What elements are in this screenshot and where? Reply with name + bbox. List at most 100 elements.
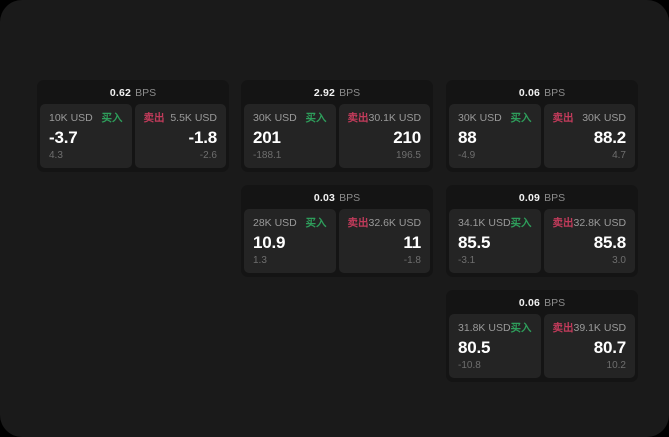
bps-unit-label: BPS [544,192,566,204]
buy-quantity: 10K USD [49,111,93,124]
quote-card[interactable]: 0.06 BPS 30K USD 买入 88 -4.9 卖出 [446,80,638,172]
bps-unit-label: BPS [135,87,157,99]
quote-card[interactable]: 0.06 BPS 31.8K USD 买入 80.5 -10.8 卖 [446,290,638,382]
buy-action-label: 买入 [305,217,327,229]
bps-value: 0.06 [518,87,541,99]
buy-action-label: 买入 [510,322,532,334]
sell-delta: 10.2 [606,360,626,371]
buy-side[interactable]: 28K USD 买入 10.9 1.3 [244,209,336,273]
card-header: 0.62 BPS [37,80,229,104]
card-body: 30K USD 买入 88 -4.9 卖出 30K USD 88.2 4.7 [446,104,638,171]
sell-price: 80.7 [593,337,626,357]
buy-delta: 4.3 [49,150,63,161]
sell-delta: 3.0 [612,255,626,266]
sell-action-label: 卖出 [347,217,369,229]
sell-side[interactable]: 卖出 30.1K USD 210 196.5 [338,104,430,168]
card-header: 0.09 BPS [446,185,638,209]
buy-delta: -188.1 [253,150,282,161]
sell-delta: 196.5 [395,150,421,161]
buy-action-label: 买入 [101,112,123,124]
sell-quantity: 30.1K USD [368,111,422,124]
buy-side[interactable]: 30K USD 买入 201 -188.1 [244,104,336,168]
sell-quantity: 32.8K USD [573,216,627,229]
buy-delta: -3.1 [458,255,476,266]
bps-unit-label: BPS [339,192,361,204]
card-header: 0.06 BPS [446,80,638,104]
sell-quantity: 5.5K USD [170,111,217,124]
sell-price: 85.8 [593,232,626,252]
sell-side[interactable]: 卖出 5.5K USD -1.8 -2.6 [134,104,226,168]
sell-side[interactable]: 卖出 39.1K USD 80.7 10.2 [543,314,635,378]
sell-action-label: 卖出 [347,112,369,124]
quote-card-grid: 0.62 BPS 10K USD 买入 -3.7 4.3 卖出 [37,80,638,382]
quote-card[interactable]: 0.09 BPS 34.1K USD 买入 85.5 -3.1 卖出 [446,185,638,277]
sell-side-header: 卖出 32.8K USD [552,216,627,230]
sell-price: 210 [393,127,421,147]
card-body: 28K USD 买入 10.9 1.3 卖出 32.6K USD 11 -1.8 [241,209,433,276]
buy-quantity: 28K USD [253,216,297,229]
card-body: 30K USD 买入 201 -188.1 卖出 30.1K USD 210 1… [241,104,433,171]
buy-side-header: 10K USD 买入 [49,111,123,125]
buy-side-header: 30K USD 买入 [253,111,327,125]
buy-price: -3.7 [49,127,78,147]
bps-value: 0.06 [518,297,541,309]
sell-quantity: 32.6K USD [368,216,422,229]
sell-price: -1.8 [188,127,218,147]
buy-delta: -4.9 [458,150,476,161]
sell-delta: 4.7 [612,150,626,161]
sell-delta: -1.8 [403,255,421,266]
buy-delta: 1.3 [253,255,267,266]
sell-side-header: 卖出 39.1K USD [553,321,627,335]
quote-card[interactable]: 0.03 BPS 28K USD 买入 10.9 1.3 卖出 [241,185,433,277]
buy-side-header: 30K USD 买入 [458,111,532,125]
bps-value: 0.62 [109,87,132,99]
sell-action-label: 卖出 [552,112,574,124]
buy-side[interactable]: 31.8K USD 买入 80.5 -10.8 [449,314,541,378]
buy-price: 201 [253,127,281,147]
bps-unit-label: BPS [339,87,361,99]
bps-unit-label: BPS [544,87,566,99]
card-body: 34.1K USD 买入 85.5 -3.1 卖出 32.8K USD 85.8… [446,209,638,276]
quote-card[interactable]: 0.62 BPS 10K USD 买入 -3.7 4.3 卖出 [37,80,229,172]
bps-value: 0.09 [518,192,541,204]
sell-side-header: 卖出 30K USD [552,111,627,125]
sell-side[interactable]: 卖出 32.8K USD 85.8 3.0 [543,209,635,273]
buy-price: 85.5 [458,232,491,252]
buy-action-label: 买入 [305,112,327,124]
bps-unit-label: BPS [544,297,566,309]
buy-side[interactable]: 10K USD 买入 -3.7 4.3 [40,104,132,168]
bps-value: 2.92 [313,87,336,99]
buy-side[interactable]: 30K USD 买入 88 -4.9 [449,104,541,168]
sell-quantity: 30K USD [582,111,626,124]
buy-delta: -10.8 [458,360,481,371]
sell-side-header: 卖出 5.5K USD [144,111,218,125]
sell-side-header: 卖出 30.1K USD [347,111,422,125]
buy-action-label: 买入 [510,217,532,229]
buy-quantity: 31.8K USD [458,321,511,334]
card-header: 0.03 BPS [241,185,433,209]
sell-quantity: 39.1K USD [573,321,627,334]
buy-price: 88 [458,127,477,147]
card-header: 2.92 BPS [241,80,433,104]
buy-side-header: 28K USD 买入 [253,216,327,230]
sell-price: 88.2 [593,127,626,147]
sell-side-header: 卖出 32.6K USD [347,216,422,230]
sell-side[interactable]: 卖出 32.6K USD 11 -1.8 [338,209,430,273]
buy-side[interactable]: 34.1K USD 买入 85.5 -3.1 [449,209,541,273]
buy-quantity: 34.1K USD [458,216,511,229]
buy-quantity: 30K USD [253,111,297,124]
buy-price: 10.9 [253,232,286,252]
card-body: 31.8K USD 买入 80.5 -10.8 卖出 39.1K USD 80.… [446,314,638,381]
buy-side-header: 34.1K USD 买入 [458,216,532,230]
card-body: 10K USD 买入 -3.7 4.3 卖出 5.5K USD -1.8 -2.… [37,104,229,171]
buy-quantity: 30K USD [458,111,502,124]
sell-price: 11 [403,232,421,252]
quote-card[interactable]: 2.92 BPS 30K USD 买入 201 -188.1 卖出 [241,80,433,172]
bps-value: 0.03 [313,192,336,204]
sell-action-label: 卖出 [552,217,574,229]
buy-price: 80.5 [458,337,491,357]
sell-side[interactable]: 卖出 30K USD 88.2 4.7 [543,104,635,168]
buy-side-header: 31.8K USD 买入 [458,321,532,335]
card-header: 0.06 BPS [446,290,638,314]
